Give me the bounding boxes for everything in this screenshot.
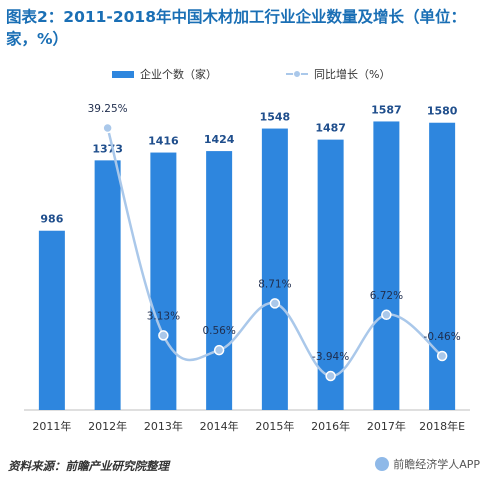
growth-point-2 bbox=[158, 330, 169, 341]
legend: 企业个数（家） 同比增长（%） bbox=[0, 66, 488, 86]
bar-value-label-5: 1487 bbox=[315, 122, 346, 135]
bar-value-label-7: 1580 bbox=[427, 105, 458, 118]
legend-line-label: 同比增长（%） bbox=[314, 68, 391, 81]
x-tick-label-4: 2015年 bbox=[255, 419, 294, 433]
legend-bar-label: 企业个数（家） bbox=[140, 68, 217, 81]
bar-value-label-0: 986 bbox=[40, 213, 63, 226]
chart-plot: 986 2011年 1373 2012年 1416 2013年 1424 2014年 1548 2… bbox=[24, 103, 470, 433]
bar-value-label-4: 1548 bbox=[260, 111, 291, 124]
legend-bar-swatch bbox=[112, 70, 134, 78]
growth-point-7 bbox=[436, 350, 448, 362]
bar-value-label-1: 1373 bbox=[92, 142, 123, 155]
x-tick-label-5: 2016年 bbox=[311, 419, 350, 433]
x-tick-label-3: 2014年 bbox=[200, 419, 239, 433]
x-tick-label-2: 2013年 bbox=[144, 419, 183, 433]
bar-value-label-6: 1587 bbox=[371, 103, 402, 116]
bar-value-label-3: 1424 bbox=[204, 133, 235, 146]
source-note: 资料来源：前瞻产业研究院整理 bbox=[8, 459, 169, 473]
growth-label-3: 0.56% bbox=[202, 325, 235, 337]
growth-label-1: 39.25% bbox=[88, 103, 128, 115]
growth-label-6: 6.72% bbox=[370, 290, 403, 302]
chart-title: 图表2：2011-2018年中国木材加工行业企业数量及增长（单位：家，%） bbox=[6, 8, 466, 48]
bar-0 bbox=[38, 230, 65, 410]
growth-line bbox=[106, 127, 443, 378]
growth-label-4: 8.71% bbox=[258, 278, 291, 290]
growth-point-3 bbox=[213, 344, 225, 356]
brand-label: 前瞻经济学人APP bbox=[393, 458, 480, 471]
bar-5 bbox=[317, 139, 344, 411]
x-tick-label-1: 2012年 bbox=[88, 419, 127, 433]
legend-line-swatch bbox=[286, 69, 308, 79]
growth-point-6 bbox=[381, 309, 392, 321]
brand-icon bbox=[375, 457, 390, 471]
x-tick-label-7: 2018年E bbox=[419, 419, 465, 433]
x-tick-label-6: 2017年 bbox=[367, 419, 406, 433]
growth-label-7: -0.46% bbox=[424, 331, 461, 343]
legend-item-line: 同比增长（%） bbox=[286, 66, 390, 82]
growth-point-1 bbox=[102, 122, 113, 134]
bar-4 bbox=[261, 128, 288, 410]
bar-value-label-2: 1416 bbox=[148, 135, 179, 148]
bar-2 bbox=[150, 152, 177, 410]
x-tick-label-0: 2011年 bbox=[32, 419, 71, 433]
bar-7 bbox=[429, 122, 456, 411]
bar-1 bbox=[94, 160, 121, 410]
brand-watermark: 前瞻经济学人APP bbox=[375, 456, 480, 472]
bar-3 bbox=[206, 151, 233, 410]
growth-label-2: 3.13% bbox=[147, 310, 180, 322]
bar-6 bbox=[373, 121, 400, 411]
growth-point-5 bbox=[325, 370, 336, 382]
growth-point-4 bbox=[269, 298, 281, 309]
growth-label-5: -3.94% bbox=[312, 351, 349, 363]
legend-item-bars: 企业个数（家） bbox=[112, 66, 217, 82]
